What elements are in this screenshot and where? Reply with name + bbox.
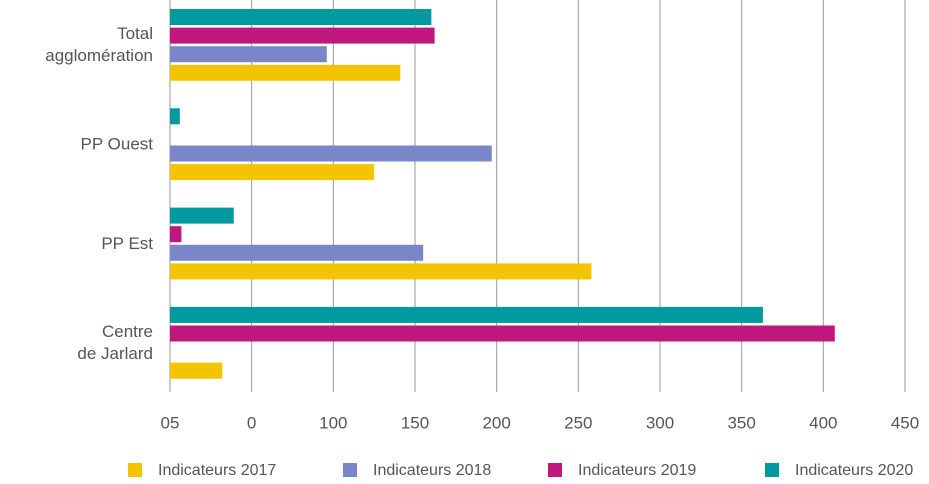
y-tick-label-line: Total (117, 25, 153, 44)
x-tick-label: 450 (891, 413, 919, 432)
bar (170, 306, 763, 323)
bar (170, 46, 327, 63)
bar (170, 108, 180, 125)
y-tick-label-line: agglomération (45, 47, 153, 66)
bar (170, 164, 375, 181)
bar (170, 362, 223, 379)
bar (170, 325, 835, 342)
bar (170, 9, 432, 25)
legend-label: Indicateurs 2017 (158, 462, 276, 479)
y-tick-label: PP Ouest (81, 135, 154, 154)
x-tick-label: 150 (401, 413, 429, 432)
bar (170, 226, 182, 243)
legend-label: Indicateurs 2020 (795, 462, 913, 479)
x-tick-label: 250 (564, 413, 592, 432)
bar (170, 145, 492, 162)
legend-swatch (343, 463, 357, 477)
x-tick-label: 350 (727, 413, 755, 432)
y-tick-label-line: Centre (102, 323, 153, 342)
x-tick-label: 300 (646, 413, 674, 432)
y-tick-label-line: de Jarlard (77, 345, 153, 364)
bar (170, 263, 592, 280)
bar (170, 207, 234, 224)
bar (170, 64, 401, 81)
legend: Indicateurs 2017 Indicateurs 2018 Indicate… (128, 462, 913, 479)
y-tick-label-line: PP Ouest (81, 135, 154, 154)
bar (170, 27, 435, 44)
legend-swatch (548, 463, 562, 477)
x-tick-label: 200 (482, 413, 510, 432)
y-tick-label-line: PP Est (101, 234, 153, 253)
legend-label: Indicateurs 2018 (373, 462, 491, 479)
legend-swatch (765, 463, 779, 477)
x-tick-label: 05 (161, 413, 180, 432)
x-tick-label: 0 (247, 413, 256, 432)
legend-label: Indicateurs 2019 (578, 462, 696, 479)
y-tick-label: PP Est (101, 234, 153, 253)
bar (170, 244, 424, 261)
y-tick-label: Centre de Jarlard (77, 323, 153, 364)
y-tick-label: Total agglomération (45, 25, 153, 66)
x-tick-label: 100 (319, 413, 347, 432)
legend-swatch (128, 463, 142, 477)
x-tick-label: 400 (809, 413, 837, 432)
